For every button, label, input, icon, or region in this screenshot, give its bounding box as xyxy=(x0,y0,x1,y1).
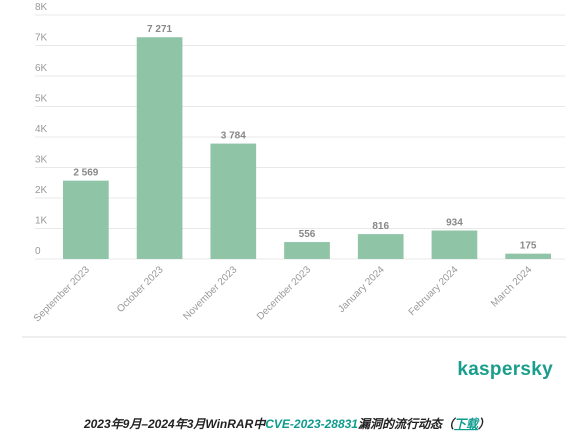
caption-text: ） xyxy=(477,417,490,431)
bar xyxy=(63,180,109,259)
download-link[interactable]: 下载 xyxy=(454,417,480,431)
x-tick-label: February 2024 xyxy=(407,264,461,318)
y-tick-label: 6K xyxy=(35,63,48,74)
y-tick-label: 2K xyxy=(35,185,48,196)
value-label: 7 271 xyxy=(147,24,172,35)
bar xyxy=(357,234,404,259)
value-label: 556 xyxy=(299,229,316,240)
y-tick-label: 0 xyxy=(35,246,41,257)
caption-text: 2023年9月–2024年3月WinRAR中 xyxy=(83,417,267,431)
value-label: 2 569 xyxy=(73,168,98,179)
caption-cve: CVE-2023-28831 xyxy=(265,417,358,431)
bar xyxy=(505,253,551,259)
x-tick-label: November 2023 xyxy=(181,264,239,322)
x-tick-label: January 2024 xyxy=(336,264,387,315)
x-tick-label: September 2023 xyxy=(32,264,92,324)
y-tick-label: 5K xyxy=(35,94,48,105)
bar xyxy=(136,37,183,260)
bar xyxy=(284,242,330,259)
y-tick-label: 1K xyxy=(35,216,48,227)
value-label: 934 xyxy=(446,218,463,229)
value-label: 175 xyxy=(520,241,537,252)
bar xyxy=(210,143,257,259)
y-tick-label: 8K xyxy=(35,2,48,13)
caption: 2023年9月–2024年3月WinRAR中CVE-2023-28831漏洞的流… xyxy=(83,417,490,431)
y-tick-label: 4K xyxy=(35,124,48,135)
bar xyxy=(431,230,478,259)
y-tick-label: 3K xyxy=(35,155,48,166)
y-tick-label: 7K xyxy=(35,33,48,44)
x-tick-label: December 2023 xyxy=(255,264,313,322)
value-label: 3 784 xyxy=(221,131,246,142)
logo: kaspersky xyxy=(457,359,553,380)
x-tick-label: March 2024 xyxy=(489,264,534,309)
x-tick-label: October 2023 xyxy=(115,264,166,315)
value-label: 816 xyxy=(372,221,389,232)
caption-text: 漏洞的流行动态（ xyxy=(358,417,457,431)
